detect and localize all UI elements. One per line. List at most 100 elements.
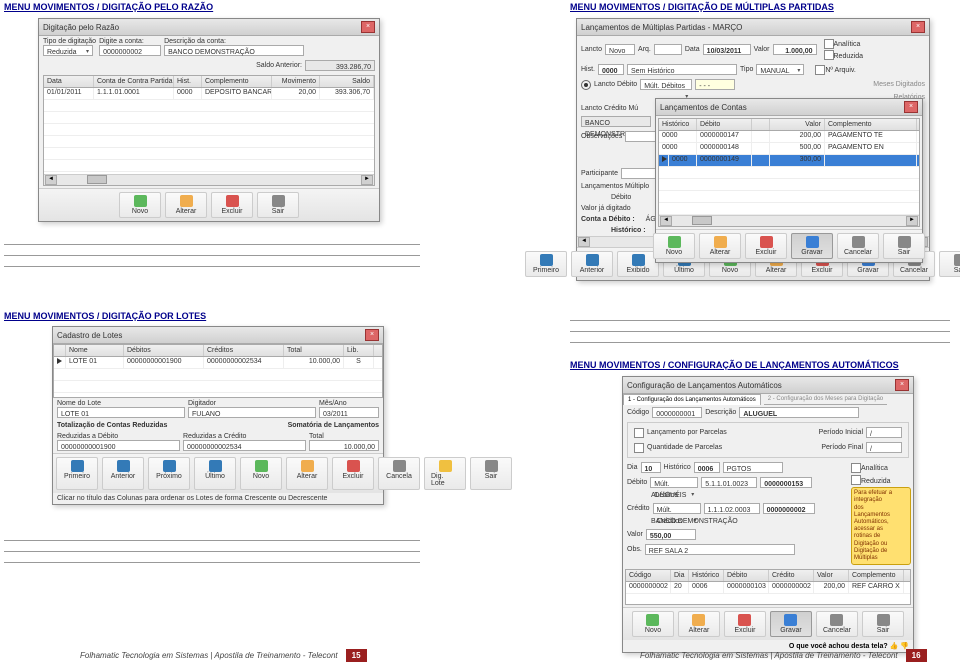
debito-dots[interactable]: - - -: [695, 79, 735, 90]
excluir-button[interactable]: Excluir: [211, 192, 253, 218]
col-total[interactable]: Total: [284, 345, 344, 356]
lancto-input[interactable]: Novo: [605, 44, 635, 55]
col-hist[interactable]: Hist.: [174, 76, 202, 87]
data-input[interactable]: 10/03/2011: [703, 44, 751, 55]
close-icon[interactable]: ×: [361, 21, 375, 33]
alterar-button[interactable]: Alterar: [699, 233, 741, 259]
reduzida-check[interactable]: [851, 475, 861, 485]
gravar-button[interactable]: Gravar: [791, 233, 833, 259]
total-input[interactable]: 10.000,00: [309, 440, 379, 451]
descricao-input[interactable]: BANCO DEMONSTRAÇÃO: [164, 45, 304, 56]
lotes-row[interactable]: LOTE 01 00000000001900 00000000002534 10…: [54, 357, 382, 369]
valor-input[interactable]: 1.000,00: [773, 44, 817, 55]
novo-button[interactable]: Novo: [653, 233, 695, 259]
razao-scroll[interactable]: ◄ ►: [44, 174, 374, 185]
razao-row[interactable]: 01/01/2011 1.1.1.01.0001 0000 DEPOSITO B…: [44, 88, 374, 100]
col-codigo[interactable]: Código: [626, 570, 671, 581]
cancelar-button[interactable]: Cancelar: [816, 611, 858, 637]
analitica-check[interactable]: [824, 39, 834, 49]
red-cred-input[interactable]: 00000000002534: [183, 440, 306, 451]
primeiro-button[interactable]: Primeiro: [56, 457, 98, 490]
mult-debitos-select[interactable]: Múlt. Débitos: [640, 79, 692, 90]
col-complemento[interactable]: Complemento: [825, 119, 917, 130]
col-dia[interactable]: Dia: [671, 570, 689, 581]
obs-input[interactable]: REF SALA 2: [645, 544, 795, 555]
col-complemento[interactable]: Complemento: [849, 570, 904, 581]
gravar-button[interactable]: Gravar: [770, 611, 812, 637]
parcela-check[interactable]: [634, 428, 644, 438]
narq-check[interactable]: [815, 65, 825, 75]
excluir-button[interactable]: Excluir: [332, 457, 374, 490]
codigo-input[interactable]: 0000000001: [652, 407, 702, 418]
ultimo-button[interactable]: Último: [194, 457, 236, 490]
alterar-button[interactable]: Alterar: [678, 611, 720, 637]
dia-input[interactable]: 10: [641, 462, 661, 473]
col-creditos[interactable]: Créditos: [204, 345, 284, 356]
alterar-button[interactable]: Alterar: [286, 457, 328, 490]
hist-input[interactable]: 0006: [694, 462, 720, 473]
valor-input[interactable]: 550,00: [646, 529, 696, 540]
sub-row[interactable]: 0000 0000000147 200,00 PAGAMENTO TE: [659, 131, 919, 143]
col-ccp[interactable]: Conta de Contra Partida: [94, 76, 174, 87]
excluir-button[interactable]: Excluir: [724, 611, 766, 637]
col-nome[interactable]: Nome: [66, 345, 124, 356]
close-icon[interactable]: ×: [365, 329, 379, 341]
descricao-input[interactable]: ALUGUEL: [739, 407, 859, 418]
col-historico[interactable]: Histórico: [689, 570, 724, 581]
col-credito[interactable]: Crédito: [769, 570, 814, 581]
novo-button[interactable]: Novo: [240, 457, 282, 490]
analitica-check[interactable]: [851, 463, 861, 473]
col-compl[interactable]: Complemento: [202, 76, 272, 87]
quant-check[interactable]: [634, 443, 644, 453]
red-deb-input[interactable]: 00000000001900: [57, 440, 180, 451]
sair-button[interactable]: Sair: [257, 192, 299, 218]
diglote-button[interactable]: Dig. Lote: [424, 457, 466, 490]
col-debito[interactable]: Débito: [724, 570, 769, 581]
mesano-input[interactable]: 03/2011: [319, 407, 379, 418]
anterior-button[interactable]: Anterior: [102, 457, 144, 490]
tipo-select[interactable]: MANUAL: [756, 64, 804, 75]
sub-row[interactable]: 0000 0000000148 500,00 PAGAMENTO EN: [659, 143, 919, 155]
close-icon[interactable]: ×: [911, 21, 925, 33]
primeiro-button[interactable]: Primeiro: [525, 251, 567, 277]
credito-conta-input[interactable]: 1.1.1.02.0003: [704, 503, 760, 514]
cancela-button[interactable]: Cancela: [378, 457, 420, 490]
debito-select[interactable]: Múlt. Débitos: [650, 477, 698, 488]
sair-button[interactable]: Sair: [883, 233, 925, 259]
excluir-button[interactable]: Excluir: [745, 233, 787, 259]
col-historico[interactable]: Histórico: [659, 119, 697, 130]
tab-config-lancamentos[interactable]: 1 - Configuração dos Lançamentos Automát…: [623, 394, 761, 405]
sair-button[interactable]: Sair: [939, 251, 960, 277]
anterior-button[interactable]: Anterior: [571, 251, 613, 277]
col-lib[interactable]: Lib.: [344, 345, 374, 356]
col-data[interactable]: Data: [44, 76, 94, 87]
col-mov[interactable]: Movimento: [272, 76, 320, 87]
close-icon[interactable]: ×: [904, 101, 918, 113]
debito-conta-input[interactable]: 5.1.1.01.0023: [701, 477, 757, 488]
col-debitos[interactable]: Débitos: [124, 345, 204, 356]
arq-input[interactable]: [654, 44, 682, 55]
novo-button[interactable]: Novo: [119, 192, 161, 218]
tipo-digitacao-select[interactable]: Reduzida: [43, 45, 93, 56]
digite-conta-input[interactable]: 0000000002: [99, 45, 161, 56]
col-debito[interactable]: Débito: [697, 119, 752, 130]
sair-button[interactable]: Sair: [470, 457, 512, 490]
reduzida-check[interactable]: [824, 50, 834, 60]
hist-input[interactable]: 0000: [598, 64, 624, 75]
close-icon[interactable]: ×: [895, 379, 909, 391]
sub-row-selected[interactable]: 0000 0000000149 300,00: [659, 155, 919, 167]
periodo-fin-input[interactable]: /: [866, 442, 902, 453]
proximo-button[interactable]: Próximo: [148, 457, 190, 490]
periodo-ini-input[interactable]: /: [866, 427, 902, 438]
col-saldo[interactable]: Saldo: [320, 76, 374, 87]
credito-select[interactable]: Múlt. Créditos: [653, 503, 701, 514]
novo-button[interactable]: Novo: [632, 611, 674, 637]
nome-lote-input[interactable]: LOTE 01: [57, 407, 185, 418]
sub-scroll[interactable]: ◄ ►: [659, 215, 919, 226]
auto-row[interactable]: 0000000002 20 0006 0000000103 0000000002…: [626, 582, 910, 594]
cancelar-button[interactable]: Cancelar: [837, 233, 879, 259]
digitador-input[interactable]: FULANO: [188, 407, 316, 418]
tab-config-meses[interactable]: 2 - Configuração dos Meses para Digitaçã…: [764, 394, 887, 405]
alterar-button[interactable]: Alterar: [165, 192, 207, 218]
sair-button[interactable]: Sair: [862, 611, 904, 637]
